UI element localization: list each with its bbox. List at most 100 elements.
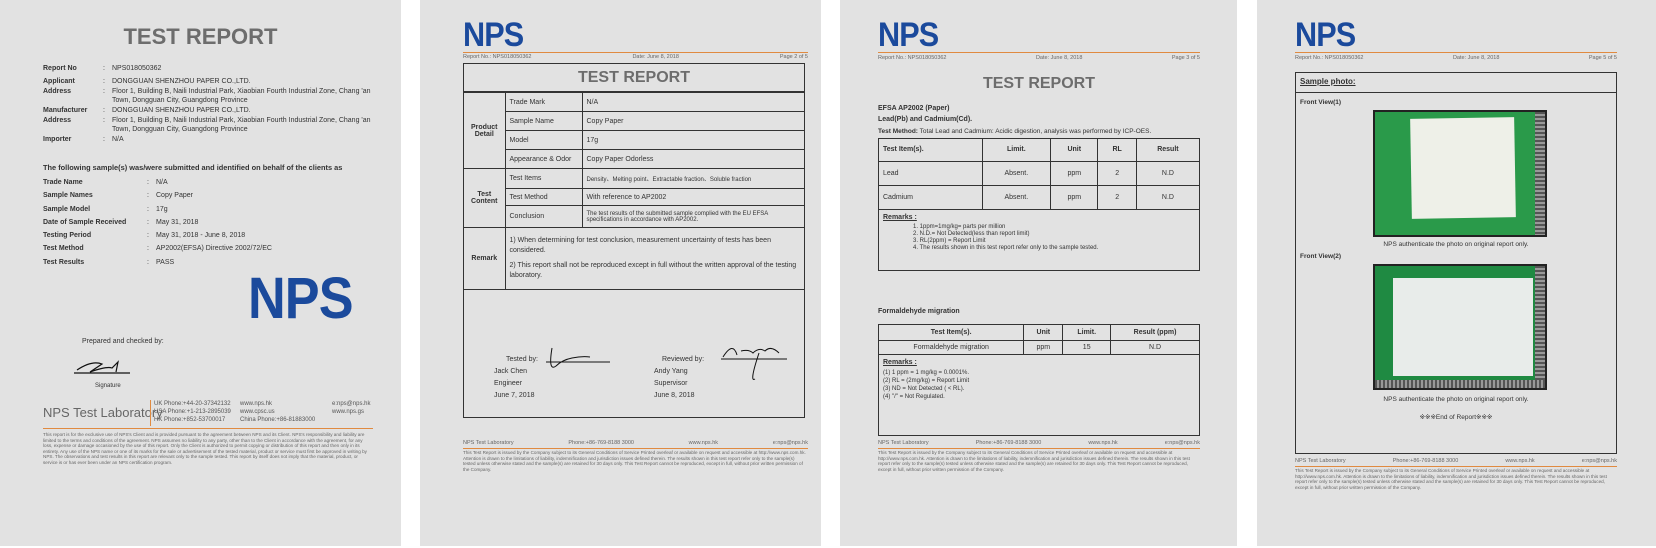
report-page-3: NPS Report No.: NPS018050362 Date: June 8… <box>840 0 1237 546</box>
cell: ppm <box>1050 184 1099 210</box>
cell: N.D <box>1135 160 1199 186</box>
remark-item: 2. N.D.= Not Detected(less than report l… <box>913 230 1030 237</box>
label: Sample Names <box>43 192 93 200</box>
signature-image <box>74 360 130 374</box>
value: N/A <box>112 136 124 143</box>
photo-caption: NPS authenticate the photo on original r… <box>1383 241 1529 248</box>
footer-email[interactable]: e:nps@nps.hk <box>772 440 808 446</box>
col-header: Limit. <box>1062 325 1112 341</box>
footer-disclaimer: This Test Report is issued by the Compan… <box>463 450 806 472</box>
label: Manufacturer <box>43 107 88 114</box>
contact: HK Phone:+852-53700017 <box>154 417 226 423</box>
page-number: Page 3 of 5 <box>1171 55 1200 61</box>
cell: N.D <box>1135 184 1199 210</box>
value: DONGGUAN SHENZHOU PAPER CO.,LTD. <box>112 78 251 85</box>
footer-phone: Phone:+86-769-8188 3000 <box>1392 458 1459 464</box>
remark-item: 2) This report shall not be reproduced e… <box>509 262 797 279</box>
field-label: Test Method <box>504 188 583 206</box>
report-no: Report No.: NPS018050362 <box>463 54 532 60</box>
sample-info: Trade Name: N/A Sample Names: Copy Paper S… <box>43 177 272 270</box>
tested-by-label: Tested by: <box>506 356 538 363</box>
footer-disclaimer: This Test Report is issued by the Compan… <box>1295 468 1607 490</box>
label: Trade Name <box>43 179 83 186</box>
page-title: TEST REPORT <box>464 64 804 92</box>
report-no: Report No.: NPS018050362 <box>878 55 947 61</box>
prepared-label: Prepared and checked by: <box>82 338 164 345</box>
report-page-5: NPS Report No.: NPS018050362 Date: June 8… <box>1257 0 1656 546</box>
label: Applicant <box>43 78 75 85</box>
label: Sample Model <box>43 205 91 213</box>
formaldehyde-box: Test Item(s). Unit Limit. Result (ppm) Form… <box>878 324 1200 436</box>
col-header: Limit. <box>981 139 1052 162</box>
remark-item: 4. The results shown in this test report… <box>913 244 1099 251</box>
cell: ppm <box>1023 339 1064 355</box>
report-page-1: TEST REPORT Report No: NPS018050362 Appli… <box>0 0 401 546</box>
section-test-content: Test Content <box>464 168 506 228</box>
view-label: Front View(1) <box>1300 99 1342 106</box>
cell: N.D <box>1110 339 1199 355</box>
col-header: Unit <box>1023 325 1064 341</box>
sample-photo-front-1 <box>1373 110 1547 237</box>
value: DONGGUAN SHENZHOU PAPER CO.,LTD. <box>112 107 251 114</box>
table-row: Cadmium Absent. ppm 2 N.D <box>879 184 1199 210</box>
nps-logo: NPS <box>1295 16 1356 54</box>
footer-web[interactable]: www.nps.hk <box>1505 458 1535 464</box>
report-date: Date: June 8, 2018 <box>1452 55 1500 61</box>
view-label: Front View(2) <box>1300 253 1342 260</box>
cell: 2 <box>1097 184 1137 210</box>
report-date: Date: June 8, 2018 <box>632 54 679 60</box>
label: Test Results <box>43 258 85 266</box>
remarks-title: Remarks : <box>883 213 917 221</box>
nps-logo: NPS <box>463 16 524 54</box>
footer-web[interactable]: www.nps.hk <box>1088 440 1118 446</box>
reviewed-by-label: Reviewed by: <box>662 356 705 363</box>
label: Address <box>43 88 72 95</box>
sample-photo-heading: Sample photo: <box>1296 73 1616 93</box>
standard: EFSA AP2002 (Paper) <box>878 105 950 112</box>
contact[interactable]: e:nps@nps.hk <box>332 401 371 407</box>
footer-lab: NPS Test Laboratory <box>878 440 929 446</box>
value: NPS018050362 <box>112 65 162 72</box>
col-header: Result (ppm) <box>1110 325 1199 341</box>
remark-item: (1) 1 ppm = 1 mg/kg = 0.0001%. <box>883 369 970 376</box>
label: Address <box>43 117 72 124</box>
contact[interactable]: www.cpsc.us <box>240 409 275 415</box>
contact[interactable]: www.nps.gs <box>332 409 365 415</box>
footer-disclaimer: This Test Report is issued by the Compan… <box>878 450 1190 472</box>
method-label: Test Method: <box>878 128 918 135</box>
field-value: With reference to AP2002 <box>581 188 804 206</box>
section-remark: Remark <box>464 227 506 290</box>
signature-label: Signature <box>95 383 121 389</box>
table-row: Lead Absent. ppm 2 N.D <box>879 160 1199 186</box>
applicant-info: Report No: NPS018050362 Applicant: DONGGUA… <box>43 64 373 145</box>
footer-email[interactable]: e:nps@nps.hk <box>1164 440 1200 446</box>
footer-phone: Phone:+86-769-8188 3000 <box>568 440 634 446</box>
remark-item: (4) "/" = Not Regulated. <box>883 393 945 400</box>
value: 17g <box>156 205 168 213</box>
field-label: Appearance & Odor <box>504 149 583 169</box>
value: Copy Paper <box>156 192 193 200</box>
field-value: Density、Melting point、Extractable fracti… <box>581 168 804 189</box>
cell: Absent. <box>981 184 1052 210</box>
lead-cadmium-box: Test Item(s). Limit. Unit RL Result Lead Abse… <box>878 138 1200 271</box>
footer-phone: Phone:+86-769-8188 3000 <box>975 440 1042 446</box>
cell: Lead <box>879 160 983 186</box>
col-header: Test Item(s). <box>879 139 983 162</box>
footer-email[interactable]: e:nps@nps.hk <box>1581 458 1617 464</box>
test-subject: Lead(Pb) and Cadmium(Cd). <box>878 116 973 123</box>
report-box: TEST REPORT Product Detail Trade Mark N/A … <box>463 63 805 418</box>
remarks-title: Remarks : <box>883 358 917 366</box>
col-header: RL <box>1097 139 1137 162</box>
footer-lab: NPS Test Laboratory <box>463 440 514 446</box>
label: Importer <box>43 136 72 143</box>
contact: China Phone:+86-81883000 <box>240 417 316 423</box>
footer-web[interactable]: www.nps.hk <box>688 440 719 446</box>
col-header: Unit <box>1050 139 1099 162</box>
field-label: Sample Name <box>504 111 583 131</box>
disclaimer: This report is for the exclusive use of … <box>43 432 367 465</box>
label: Report No <box>43 65 77 72</box>
cell: Formaldehyde migration <box>879 339 1025 355</box>
reviewer-role: Supervisor <box>654 380 688 387</box>
contact[interactable]: www.nps.hk <box>240 401 273 407</box>
reviewer-block: Reviewed by: Andy Yang Supervisor June 8… <box>654 354 704 402</box>
